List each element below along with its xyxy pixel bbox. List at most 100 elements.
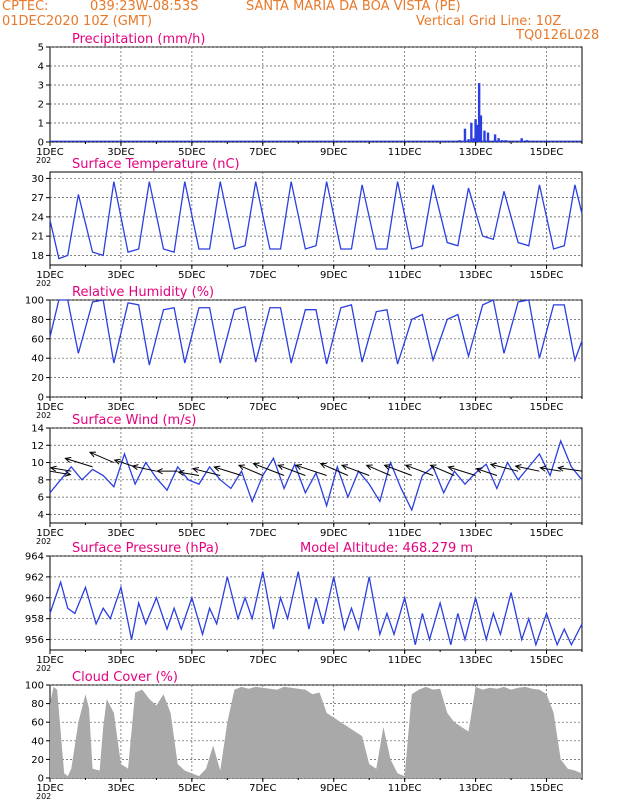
wind-vector: [132, 465, 157, 472]
wind-arrowhead: [131, 464, 139, 471]
wind-vector: [253, 463, 285, 476]
wind-arrowhead: [64, 470, 72, 477]
x-tick-label: 13DEC: [459, 655, 493, 666]
wind-vector: [114, 459, 136, 468]
header-location: SANTA MARIA DA BOA VISTA (PE): [246, 0, 461, 14]
x-tick-label: 9DEC: [320, 783, 347, 794]
series-line: [49, 571, 583, 648]
y-tick-label: 24: [31, 212, 44, 223]
wind-arrowhead: [539, 465, 547, 472]
x-tick-label: 11DEC: [388, 270, 422, 281]
wind-arrowhead: [340, 464, 349, 470]
x-tick-label: 15DEC: [530, 783, 564, 794]
x-tick-label: 15DEC: [530, 270, 564, 281]
panel-title: Surface Wind (m/s): [72, 413, 196, 428]
x-tick-label: 15DEC: [530, 147, 564, 158]
wind-vector: [476, 468, 498, 476]
x-tick-label: 1DEC: [36, 147, 63, 158]
header-source: CPTEC:: [2, 0, 49, 14]
wind-vector: [192, 468, 221, 476]
x-tick-label: 3DEC: [107, 402, 134, 413]
precip-bar: [474, 119, 477, 142]
header-model-code: TQ0126L028: [516, 28, 600, 43]
x-tick-label: 1DEC: [36, 270, 63, 281]
wind-arrowhead: [365, 464, 373, 471]
x-tick-label: 3DEC: [107, 147, 134, 158]
x-tick-label: 5DEC: [178, 528, 205, 539]
y-tick-label: 0: [38, 774, 44, 785]
y-tick-label: 100: [25, 681, 44, 692]
wind-vector: [430, 464, 455, 476]
x-tick-label: 15DEC: [530, 402, 564, 413]
y-tick-label: 964: [25, 552, 44, 563]
y-tick-label: 20: [31, 373, 44, 384]
y-tick-label: 18: [31, 251, 44, 262]
y-tick-label: 1: [38, 119, 44, 130]
x-tick-label: 15DEC: [530, 528, 564, 539]
x-tick-label: 3DEC: [107, 270, 134, 281]
y-tick-label: 14: [31, 424, 44, 435]
x-tick-label: 1DEC: [36, 402, 63, 413]
x-tick-label: 11DEC: [388, 147, 422, 158]
x-tick-label: 11DEC: [388, 655, 422, 666]
x-tick-label: 9DEC: [320, 655, 347, 666]
wind-arrowhead: [429, 464, 437, 471]
x-tick-label: 13DEC: [459, 528, 493, 539]
wind-arrowhead: [277, 464, 285, 470]
x-tick-label: 3DEC: [107, 528, 134, 539]
y-tick-label: 100: [25, 296, 44, 307]
panel-title: Precipitation (mm/h): [72, 32, 205, 47]
panel-title: Relative Humidity (%): [72, 285, 214, 300]
wind-vector: [50, 467, 72, 472]
x-tick-label: 11DEC: [388, 783, 422, 794]
wind-arrowhead: [514, 464, 522, 471]
y-tick-label: 6: [38, 493, 44, 504]
panel-6: 0 20 40 60 80 100 1DEC 3DEC 5DEC 7DEC 9DEC 11DEC 13D…: [25, 670, 583, 800]
x-tick-label: 3DEC: [107, 783, 134, 794]
wind-arrowhead: [64, 456, 72, 463]
y-tick-label: 60: [31, 334, 44, 345]
wind-vector: [277, 464, 306, 476]
x-tick-label: 7DEC: [249, 402, 276, 413]
wind-vector: [178, 471, 200, 476]
wind-vector: [238, 464, 263, 476]
wind-vector: [558, 467, 583, 472]
x-tick-label: 5DEC: [178, 783, 205, 794]
precip-bar: [486, 132, 490, 142]
y-tick-label: 30: [31, 174, 44, 185]
wind-vector: [295, 464, 327, 476]
y-tick-label: 80: [31, 699, 44, 710]
x-tick-label: 13DEC: [459, 783, 493, 794]
y-tick-label: 3: [38, 81, 44, 92]
wind-arrowhead: [489, 462, 497, 469]
y-tick-label: 27: [31, 193, 44, 204]
wind-vector: [65, 457, 93, 468]
wind-vector: [214, 466, 242, 476]
wind-arrowhead: [252, 462, 260, 469]
wind-vector: [89, 451, 115, 464]
precip-bar: [467, 139, 470, 142]
wind-arrowhead: [475, 467, 483, 474]
wind-arrowhead: [113, 458, 121, 465]
y-tick-label: 80: [31, 315, 44, 326]
y-tick-label: 5: [38, 43, 44, 54]
wind-arrowhead: [447, 465, 455, 472]
precip-bar: [520, 138, 523, 142]
y-tick-label: 962: [25, 572, 44, 583]
cloud-area: [50, 686, 582, 778]
y-tick-label: 956: [25, 635, 44, 646]
year-label: 202: [36, 537, 51, 546]
year-label: 202: [36, 792, 51, 800]
precip-bar: [476, 124, 479, 142]
x-tick-label: 13DEC: [459, 147, 493, 158]
x-tick-label: 7DEC: [249, 147, 276, 158]
x-tick-label: 13DEC: [459, 270, 493, 281]
x-tick-label: 5DEC: [178, 270, 205, 281]
y-tick-label: 0: [38, 393, 44, 404]
wind-arrowhead: [177, 469, 185, 476]
x-tick-label: 5DEC: [178, 402, 205, 413]
precip-bar: [477, 83, 481, 142]
x-tick-label: 3DEC: [107, 655, 134, 666]
y-tick-label: 12: [31, 441, 44, 452]
